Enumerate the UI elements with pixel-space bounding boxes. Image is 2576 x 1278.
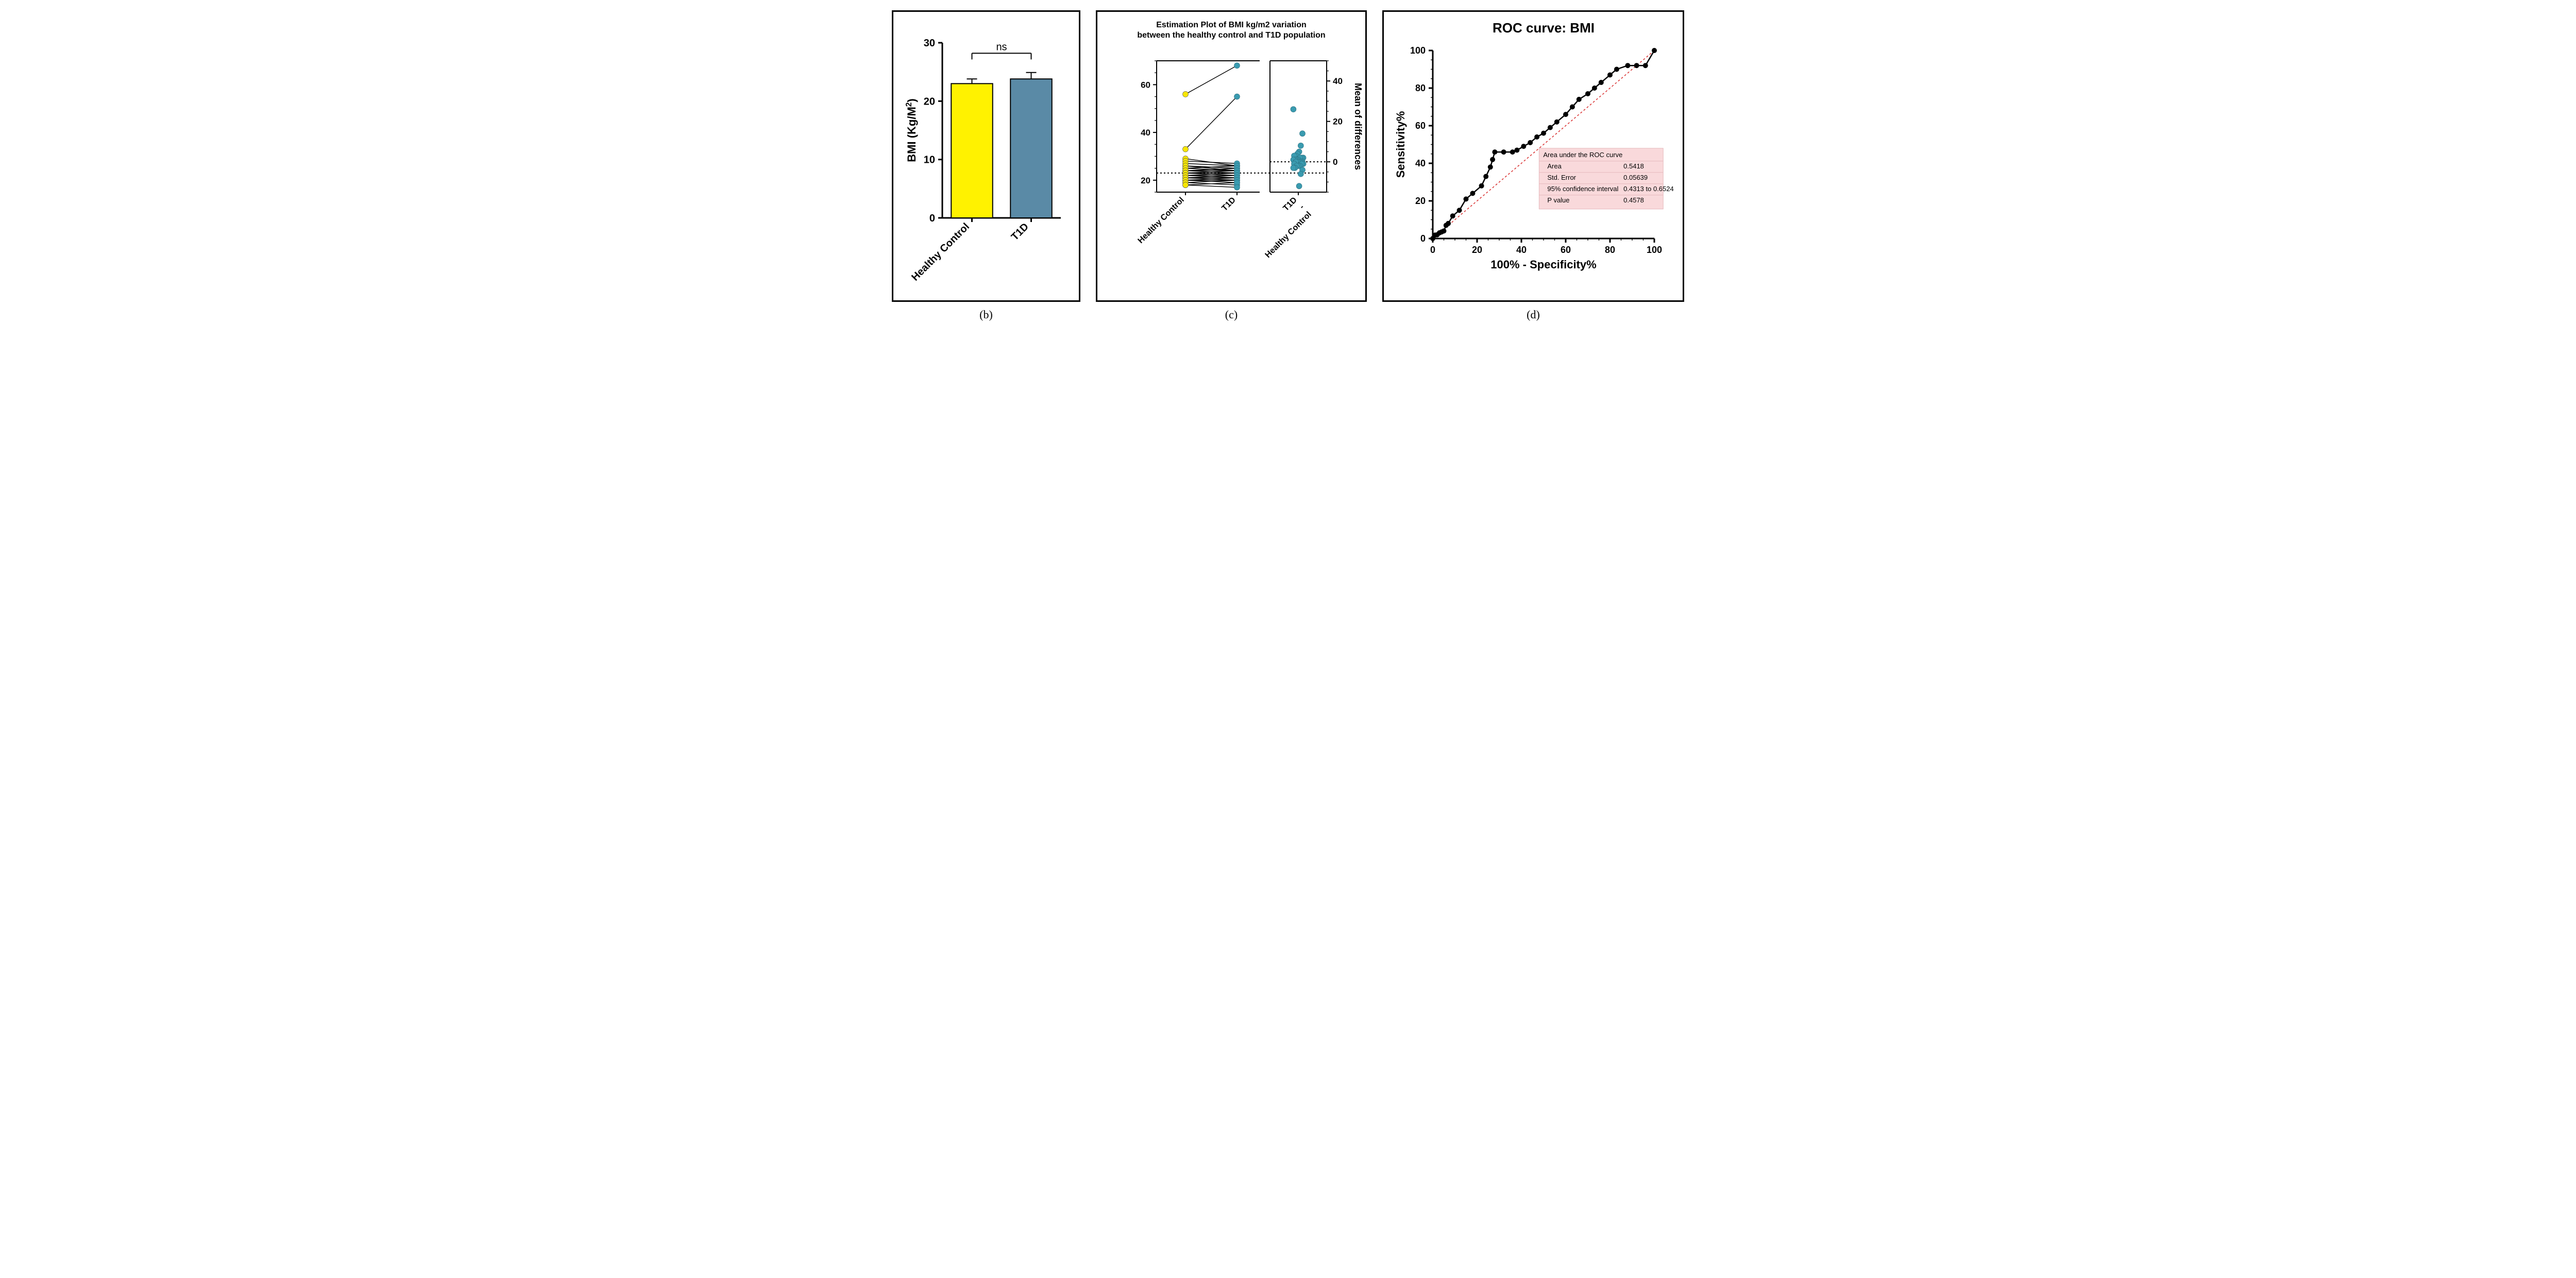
svg-text:40: 40 — [1333, 76, 1343, 86]
panel-d-caption: (d) — [1527, 308, 1540, 321]
panel-b-svg: 0 10 20 30 BMI (Kg/M2) Healthy Control T1D ns — [893, 12, 1079, 300]
svg-text:ns: ns — [996, 41, 1007, 53]
panel-c-caption: (c) — [1225, 308, 1238, 321]
panel-d-frame: ROC curve: BMI 0 20 40 60 80 100 0 20 40 60 80 100 10… — [1382, 10, 1684, 302]
panel-b-wrap: 0 10 20 30 BMI (Kg/M2) Healthy Control T1D ns (… — [892, 10, 1080, 321]
panel-b-frame: 0 10 20 30 BMI (Kg/M2) Healthy Control T1D ns — [892, 10, 1080, 302]
panel-c-svg: Estimation Plot of BMI kg/m2 variation be… — [1097, 12, 1365, 300]
svg-text:0: 0 — [1333, 157, 1337, 167]
svg-text:T1D: T1D — [1220, 196, 1237, 213]
svg-text:Healthy Control: Healthy Control — [1264, 210, 1313, 260]
svg-text:20: 20 — [1415, 196, 1426, 206]
panel-c-wrap: Estimation Plot of BMI kg/m2 variation be… — [1096, 10, 1367, 321]
svg-text:Healthy Control: Healthy Control — [1137, 196, 1186, 245]
svg-text:95% confidence interval: 95% confidence interval — [1547, 185, 1618, 193]
svg-text:0.4313 to 0.6524: 0.4313 to 0.6524 — [1623, 185, 1674, 193]
svg-text:0: 0 — [929, 213, 935, 224]
panel-d-wrap: ROC curve: BMI 0 20 40 60 80 100 0 20 40 60 80 100 10… — [1382, 10, 1684, 321]
svg-text:40: 40 — [1141, 128, 1150, 138]
svg-text:60: 60 — [1415, 121, 1426, 131]
svg-text:0.5418: 0.5418 — [1623, 162, 1644, 170]
svg-text:Estimation Plot of BMI kg/m2 v: Estimation Plot of BMI kg/m2 variation — [1156, 21, 1307, 29]
panel-b-caption: (b) — [979, 308, 993, 321]
svg-text:T1D: T1D — [1009, 221, 1031, 243]
svg-text:0.4578: 0.4578 — [1623, 196, 1644, 204]
svg-text:20: 20 — [924, 96, 935, 107]
svg-text:60: 60 — [1561, 245, 1571, 255]
svg-text:Mean of differences: Mean of differences — [1353, 83, 1363, 170]
svg-text:20: 20 — [1141, 176, 1150, 185]
svg-text:Area: Area — [1547, 162, 1562, 170]
svg-text:60: 60 — [1141, 80, 1150, 90]
figure-row: 0102030BMI (Kg/M2)Healthy ControlT1Dns (… — [10, 10, 2566, 321]
svg-text:20: 20 — [1333, 117, 1343, 127]
svg-text:0: 0 — [1420, 233, 1426, 244]
svg-text:0: 0 — [1430, 245, 1435, 255]
svg-text:100: 100 — [1647, 245, 1662, 255]
panel-c-frame: Estimation Plot of BMI kg/m2 variation be… — [1096, 10, 1367, 302]
svg-text:Healthy Control: Healthy Control — [909, 221, 972, 283]
svg-text:100: 100 — [1410, 45, 1426, 56]
svg-text:Sensitivity%: Sensitivity% — [1394, 111, 1407, 178]
svg-text:BMI (Kg/M2): BMI (Kg/M2) — [905, 98, 919, 162]
svg-text:P value: P value — [1547, 196, 1569, 204]
svg-text:T1D: T1D — [1281, 196, 1298, 213]
svg-text:80: 80 — [1415, 83, 1426, 93]
svg-text:Area under the ROC curve: Area under the ROC curve — [1543, 151, 1622, 159]
svg-text:10: 10 — [924, 155, 935, 166]
svg-text:40: 40 — [1415, 158, 1426, 168]
svg-text:between the healthy control an: between the healthy control and T1D popu… — [1137, 31, 1325, 40]
svg-text:80: 80 — [1605, 245, 1615, 255]
svg-text:ROC curve: BMI: ROC curve: BMI — [1493, 20, 1595, 36]
svg-text:0.05639: 0.05639 — [1623, 174, 1648, 181]
svg-text:40: 40 — [1516, 245, 1527, 255]
svg-text:30: 30 — [924, 38, 935, 49]
panel-d-svg: ROC curve: BMI 0 20 40 60 80 100 0 20 40 60 80 100 10… — [1384, 12, 1683, 300]
svg-text:20: 20 — [1472, 245, 1482, 255]
svg-text:100% - Specificity%: 100% - Specificity% — [1490, 258, 1596, 271]
svg-text:-: - — [1298, 203, 1306, 211]
svg-text:Std. Error: Std. Error — [1547, 174, 1576, 181]
